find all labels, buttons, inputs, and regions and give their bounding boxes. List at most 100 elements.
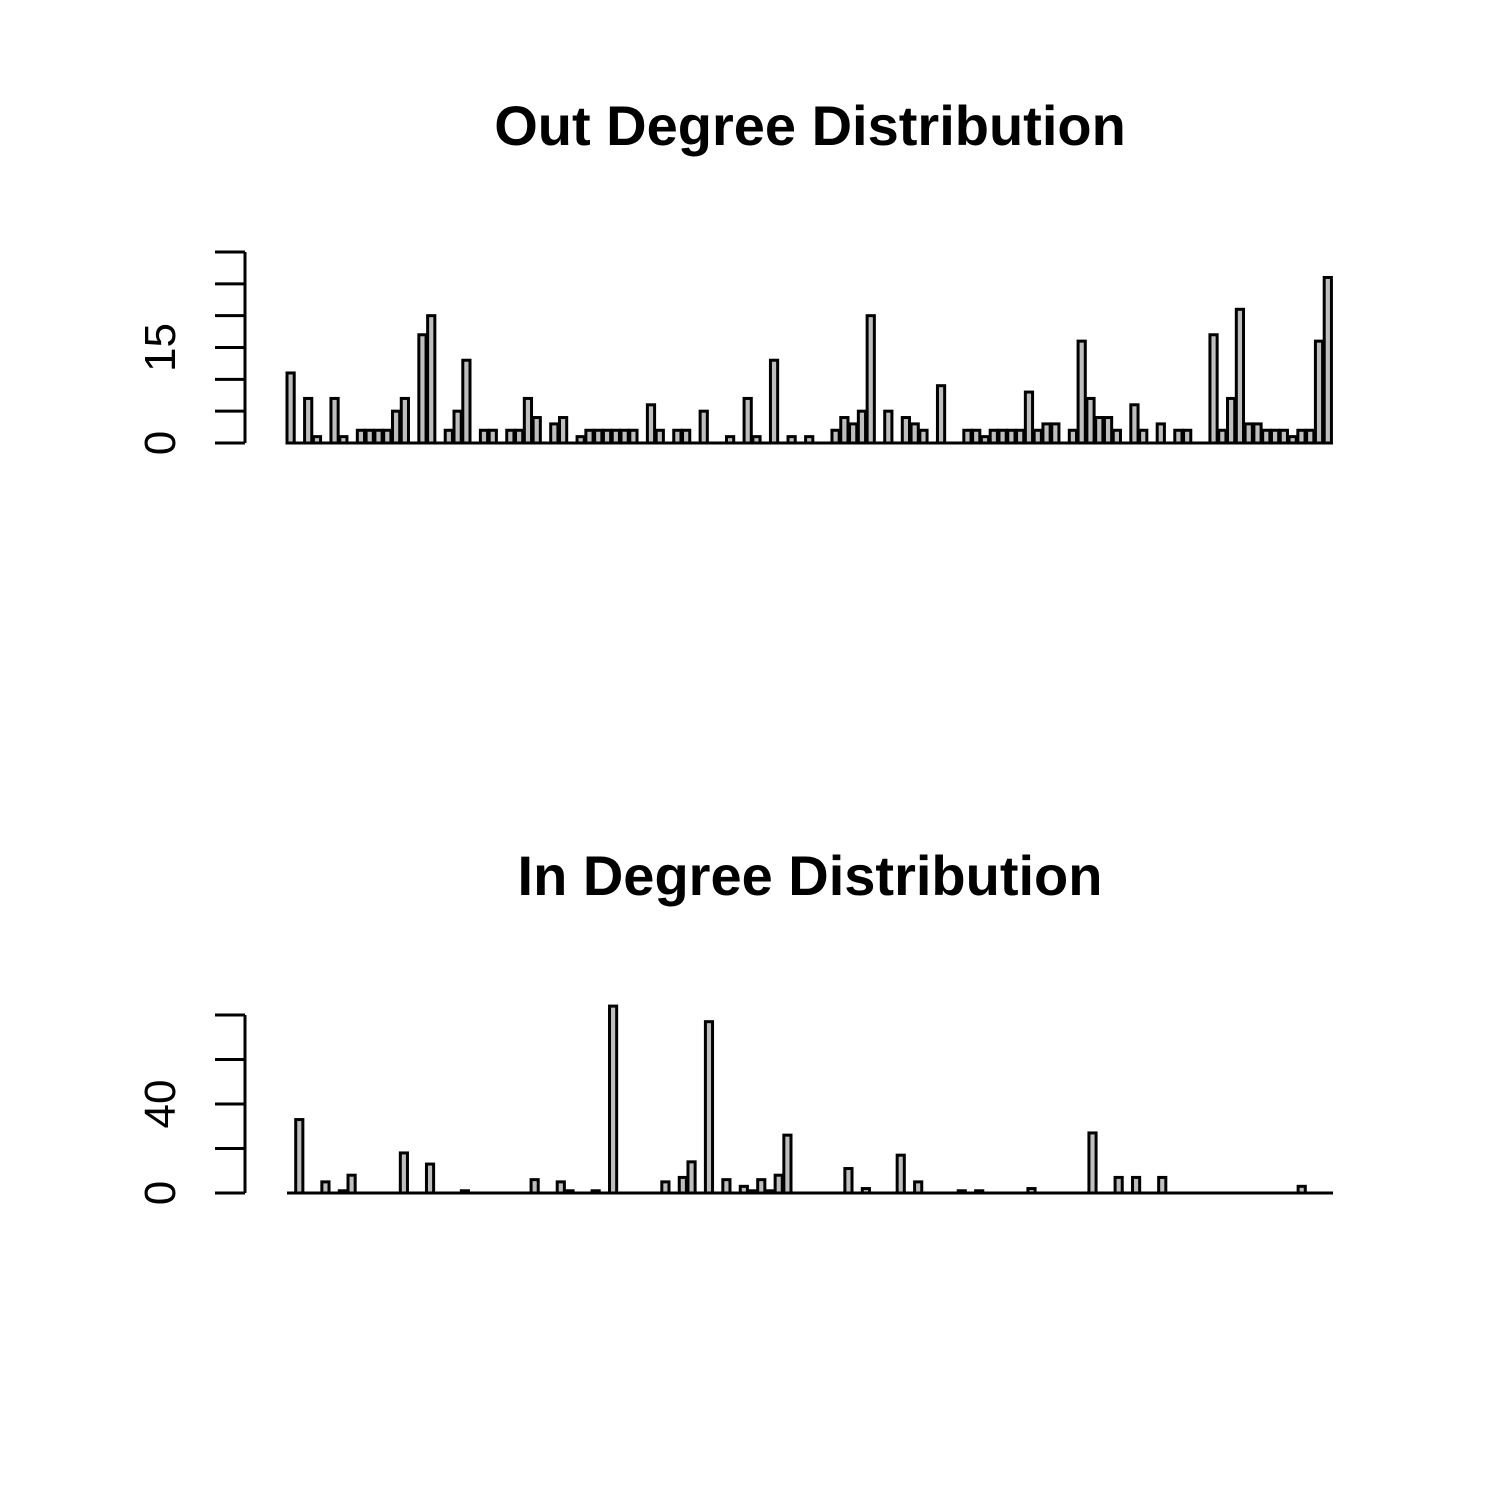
bar bbox=[865, 314, 876, 445]
y-tick-label: 0 bbox=[136, 431, 185, 455]
bar bbox=[487, 428, 498, 445]
y-tick-label: 0 bbox=[136, 1181, 185, 1205]
bar bbox=[555, 1180, 566, 1195]
bar bbox=[364, 428, 375, 445]
bar bbox=[913, 1180, 924, 1195]
bar bbox=[1113, 1175, 1124, 1195]
bar bbox=[329, 396, 340, 445]
bar bbox=[830, 428, 841, 445]
bar bbox=[1015, 428, 1026, 445]
bar bbox=[843, 1167, 854, 1195]
bar bbox=[1296, 428, 1307, 445]
bar bbox=[608, 1004, 619, 1195]
bar bbox=[997, 428, 1008, 445]
bar bbox=[355, 428, 367, 445]
bar bbox=[399, 396, 410, 445]
y-axis: 0 40 bbox=[136, 1013, 247, 1205]
bar bbox=[768, 358, 780, 445]
bar bbox=[962, 428, 973, 445]
bar bbox=[549, 422, 560, 445]
bar bbox=[426, 314, 437, 445]
bar bbox=[1041, 422, 1052, 445]
bar bbox=[1305, 428, 1316, 445]
bar bbox=[1261, 428, 1272, 445]
bar bbox=[895, 1153, 906, 1195]
bar bbox=[398, 1151, 409, 1195]
bar bbox=[1050, 422, 1061, 445]
bar bbox=[382, 428, 393, 445]
bar bbox=[645, 403, 657, 445]
bar bbox=[601, 428, 613, 445]
bar bbox=[1269, 428, 1281, 445]
bar bbox=[514, 428, 525, 445]
bar bbox=[654, 428, 665, 445]
bar bbox=[756, 1178, 767, 1195]
bar bbox=[424, 1162, 436, 1195]
bar bbox=[373, 428, 384, 445]
bar bbox=[303, 396, 314, 445]
bar bbox=[478, 428, 490, 445]
bar bbox=[856, 409, 868, 445]
bar bbox=[883, 409, 894, 445]
bar bbox=[1243, 422, 1254, 445]
bar bbox=[1067, 428, 1079, 445]
bar bbox=[681, 428, 692, 445]
bar bbox=[1102, 416, 1114, 445]
y-axis: 0 15 bbox=[136, 250, 247, 455]
bar bbox=[909, 422, 920, 445]
bar bbox=[461, 358, 472, 445]
bar bbox=[1234, 307, 1246, 445]
bar bbox=[1217, 428, 1228, 445]
bar bbox=[1226, 396, 1237, 445]
bar bbox=[628, 428, 639, 445]
bar bbox=[1087, 1131, 1098, 1195]
bar bbox=[285, 371, 296, 445]
bar bbox=[672, 428, 683, 445]
bar bbox=[1322, 275, 1333, 445]
bar bbox=[1076, 339, 1087, 445]
bar bbox=[390, 409, 402, 445]
bar bbox=[1023, 390, 1035, 445]
bar bbox=[1313, 339, 1325, 445]
out-degree-chart: Out Degree Distribution 0 15 bbox=[136, 94, 1333, 455]
bar bbox=[417, 333, 428, 445]
bar bbox=[660, 1180, 671, 1195]
bar bbox=[677, 1175, 688, 1195]
bar bbox=[443, 428, 454, 445]
bar bbox=[698, 409, 709, 445]
chart-title: In Degree Distribution bbox=[518, 844, 1103, 907]
bar bbox=[988, 428, 999, 445]
bar bbox=[584, 428, 595, 445]
bar-group bbox=[287, 1004, 1333, 1195]
bar bbox=[1131, 1175, 1142, 1195]
bar bbox=[918, 428, 929, 445]
bar bbox=[610, 428, 621, 445]
bar bbox=[773, 1173, 784, 1195]
y-tick-label: 15 bbox=[136, 323, 185, 372]
bar bbox=[505, 428, 516, 445]
bar bbox=[452, 409, 463, 445]
bar bbox=[1208, 333, 1219, 445]
bar bbox=[1006, 428, 1017, 445]
bar bbox=[1252, 422, 1263, 445]
bar bbox=[703, 1020, 715, 1195]
bar bbox=[346, 1173, 357, 1195]
bar bbox=[557, 416, 569, 445]
y-tick-label: 40 bbox=[136, 1080, 185, 1129]
bar bbox=[900, 416, 912, 445]
bar bbox=[742, 396, 753, 445]
bar bbox=[839, 416, 850, 445]
bar bbox=[686, 1160, 697, 1195]
bar bbox=[1278, 428, 1289, 445]
bar bbox=[522, 396, 534, 445]
bar bbox=[1129, 403, 1140, 445]
bar bbox=[294, 1118, 305, 1195]
bar bbox=[782, 1133, 793, 1195]
bar bbox=[971, 428, 982, 445]
bar bbox=[593, 428, 604, 445]
bar-group bbox=[285, 275, 1333, 445]
bar bbox=[1085, 396, 1096, 445]
bar bbox=[1155, 422, 1166, 445]
bar bbox=[1157, 1175, 1168, 1195]
